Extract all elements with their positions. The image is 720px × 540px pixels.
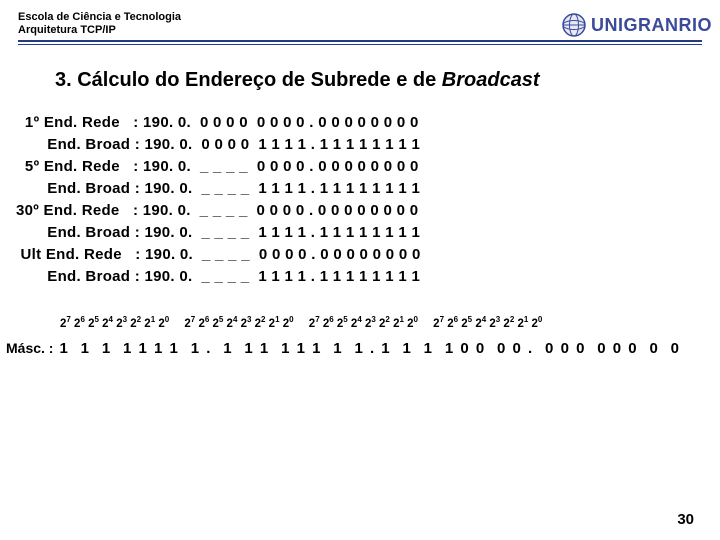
address-line: Ult End. Rede : 190. 0. _ _ _ _ 0 0 0 0 …	[16, 246, 720, 263]
address-line: 5º End. Rede : 190. 0. _ _ _ _ 0 0 0 0 .…	[16, 158, 720, 175]
logo-text: UNIGRANRIO	[591, 15, 712, 36]
header-line-2: Arquitetura TCP/IP	[18, 24, 181, 38]
slide-title: 3. Cálculo do Endereço de Subrede e de B…	[55, 69, 720, 92]
page-number: 30	[677, 511, 694, 528]
mask-values: 1 1 1 1 1 1 1 1 . 1 1 1 1 1 1 1 1 . 1 1 …	[59, 340, 680, 357]
slide-header: Escola de Ciência e Tecnologia Arquitetu…	[0, 0, 720, 38]
header-line-1: Escola de Ciência e Tecnologia	[18, 11, 181, 25]
address-line: End. Broad : 190. 0. _ _ _ _ 1 1 1 1 . 1…	[16, 268, 720, 285]
header-rule	[18, 40, 702, 45]
address-line: End. Broad : 190. 0. _ _ _ _ 1 1 1 1 . 1…	[16, 224, 720, 241]
mask-row: Másc. : 1 1 1 1 1 1 1 1 . 1 1 1 1 1 1 1 …	[6, 340, 720, 357]
globe-icon	[561, 12, 587, 38]
title-italic: Broadcast	[442, 69, 540, 91]
address-line: End. Broad : 190. 0. 0 0 0 0 1 1 1 1 . 1…	[16, 136, 720, 153]
brand-logo: UNIGRANRIO	[561, 12, 712, 38]
address-line: 30º End. Rede : 190. 0. _ _ _ _ 0 0 0 0 …	[16, 202, 720, 219]
title-main: 3. Cálculo do Endereço de Subrede e de	[55, 69, 442, 91]
address-line: End. Broad : 190. 0. _ _ _ _ 1 1 1 1 . 1…	[16, 180, 720, 197]
mask-label: Másc. :	[6, 340, 53, 356]
address-line: 1º End. Rede : 190. 0. 0 0 0 0 0 0 0 0 .…	[16, 114, 720, 131]
address-lines: 1º End. Rede : 190. 0. 0 0 0 0 0 0 0 0 .…	[16, 114, 720, 285]
header-left: Escola de Ciência e Tecnologia Arquitetu…	[18, 11, 181, 39]
bit-weights-row: 27 26 25 24 23 22 21 20 27 26 25 24 23 2…	[60, 315, 720, 330]
